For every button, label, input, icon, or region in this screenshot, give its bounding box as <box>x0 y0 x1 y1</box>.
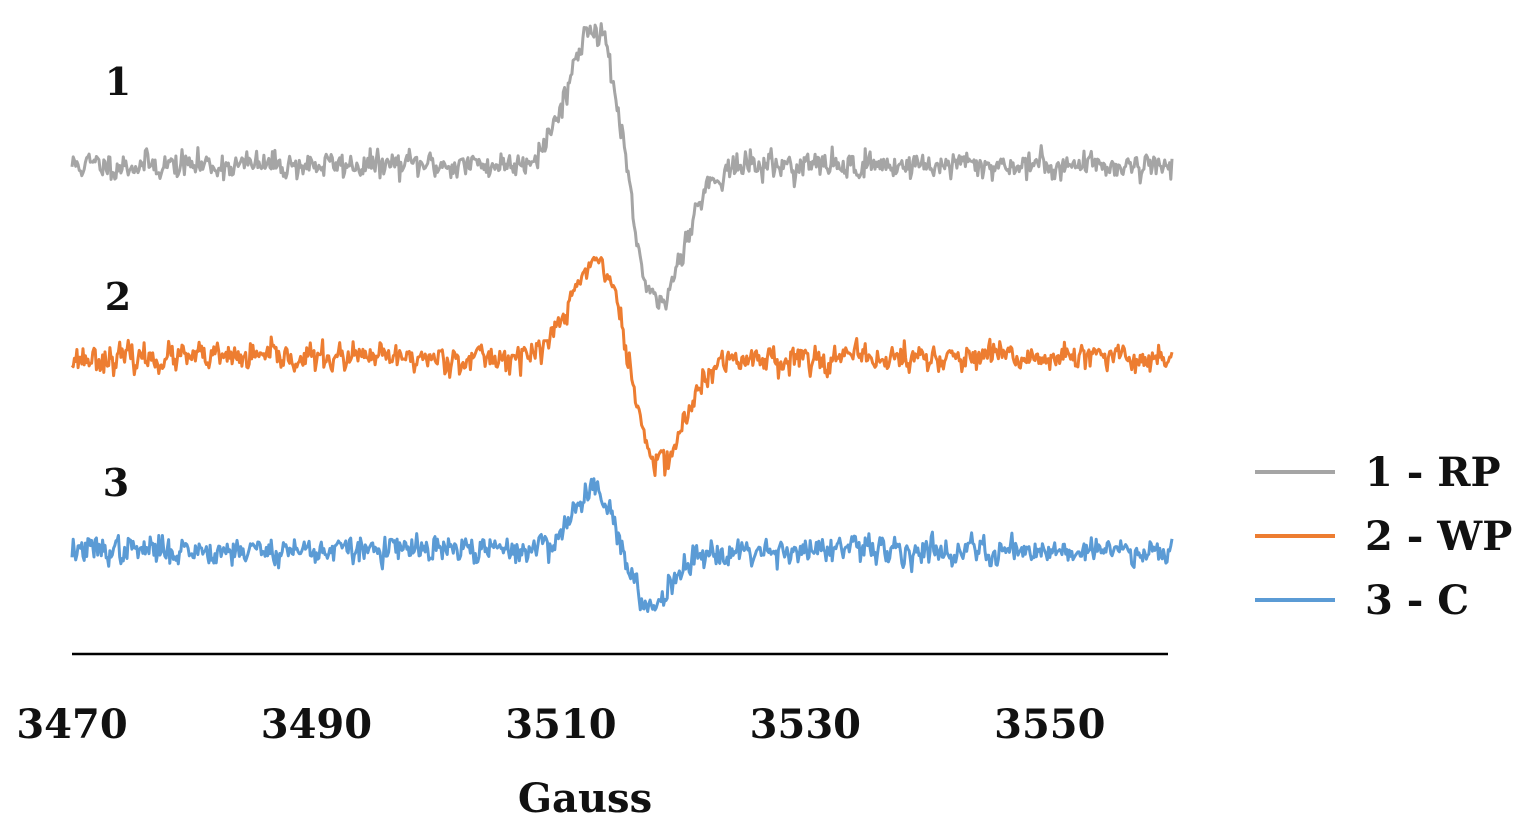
series-line-3 <box>70 477 1174 613</box>
legend-label-2: 2 - WP <box>1365 513 1512 560</box>
legend-label-3: 3 - C <box>1365 577 1469 624</box>
legend: 1 - RP 2 - WP 3 - C <box>1255 449 1512 624</box>
series-line-2 <box>70 255 1174 477</box>
trace-number-labels: 1 2 3 <box>103 59 131 505</box>
x-axis-tick-labels: 3470 3490 3510 3530 3550 <box>16 701 1105 748</box>
legend-label-1: 1 - RP <box>1365 449 1501 496</box>
legend-item-1: 1 - RP <box>1255 449 1501 496</box>
x-tick-label-3550: 3550 <box>994 701 1105 748</box>
legend-item-3: 3 - C <box>1255 577 1469 624</box>
trace-label-3: 3 <box>103 460 129 505</box>
legend-item-2: 2 - WP <box>1255 513 1512 560</box>
spectra-traces <box>70 22 1174 613</box>
series-line-1 <box>70 22 1174 311</box>
x-tick-label-3470: 3470 <box>16 701 127 748</box>
x-tick-label-3490: 3490 <box>261 701 372 748</box>
x-tick-label-3510: 3510 <box>505 701 616 748</box>
x-tick-label-3530: 3530 <box>750 701 861 748</box>
trace-label-2: 2 <box>105 274 131 319</box>
trace-label-1: 1 <box>105 59 131 104</box>
x-axis-title: Gauss <box>518 775 652 822</box>
